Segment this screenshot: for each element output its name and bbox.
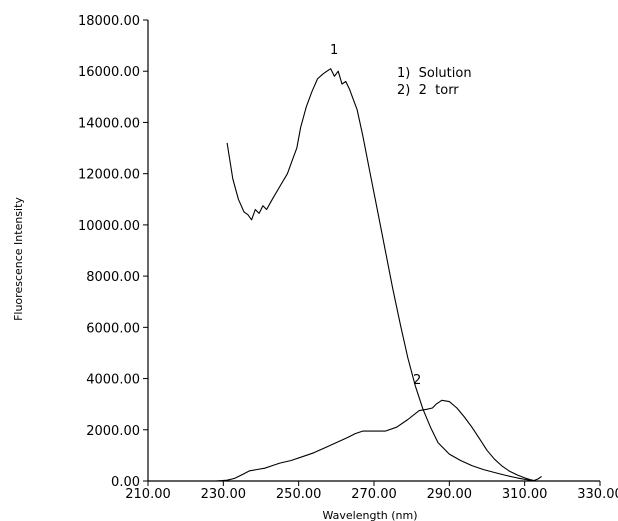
y-tick-label: 12000.00 bbox=[78, 168, 140, 183]
x-tick-label: 270.00 bbox=[351, 487, 397, 502]
axes bbox=[147, 20, 600, 482]
series-layer bbox=[148, 68, 542, 482]
y-tick-label: 6000.00 bbox=[86, 321, 140, 336]
legend-entry-2: 2) 2 torr bbox=[397, 83, 459, 98]
y-tick-label: 2000.00 bbox=[86, 424, 140, 439]
x-tick-label: 290.00 bbox=[427, 487, 473, 502]
x-tick-label: 330.00 bbox=[577, 487, 618, 502]
x-tick-label: 230.00 bbox=[201, 487, 247, 502]
series-1-label: 1 bbox=[330, 43, 338, 58]
x-tick-label: 210.00 bbox=[125, 487, 171, 502]
series-1-line bbox=[226, 68, 535, 482]
y-tick-label: 4000.00 bbox=[86, 373, 140, 388]
x-ticks: 210.00 230.00 250.00 270.00 290.00 310.00 330.… bbox=[125, 481, 618, 502]
y-tick-label: 10000.00 bbox=[78, 219, 140, 234]
y-tick-label: 0.00 bbox=[111, 475, 140, 490]
y-tick-label: 8000.00 bbox=[86, 270, 140, 285]
y-tick-label: 18000.00 bbox=[78, 14, 140, 29]
y-ticks: 0.00 2000.00 4000.00 6000.00 8000.00 10000.00… bbox=[78, 14, 148, 490]
series-2-label: 2 bbox=[413, 373, 421, 388]
x-tick-label: 250.00 bbox=[276, 487, 322, 502]
legend-entry-1: 1) Solution bbox=[397, 66, 472, 81]
series-2-line bbox=[148, 399, 542, 482]
y-axis-title: Fluorescence Intensity bbox=[12, 197, 25, 321]
y-tick-label: 14000.00 bbox=[78, 116, 140, 131]
x-axis-title: Wavelength (nm) bbox=[322, 509, 417, 521]
y-tick-label: 16000.00 bbox=[78, 65, 140, 80]
x-tick-label: 310.00 bbox=[502, 487, 548, 502]
legend: 1) Solution 2) 2 torr bbox=[397, 66, 472, 98]
